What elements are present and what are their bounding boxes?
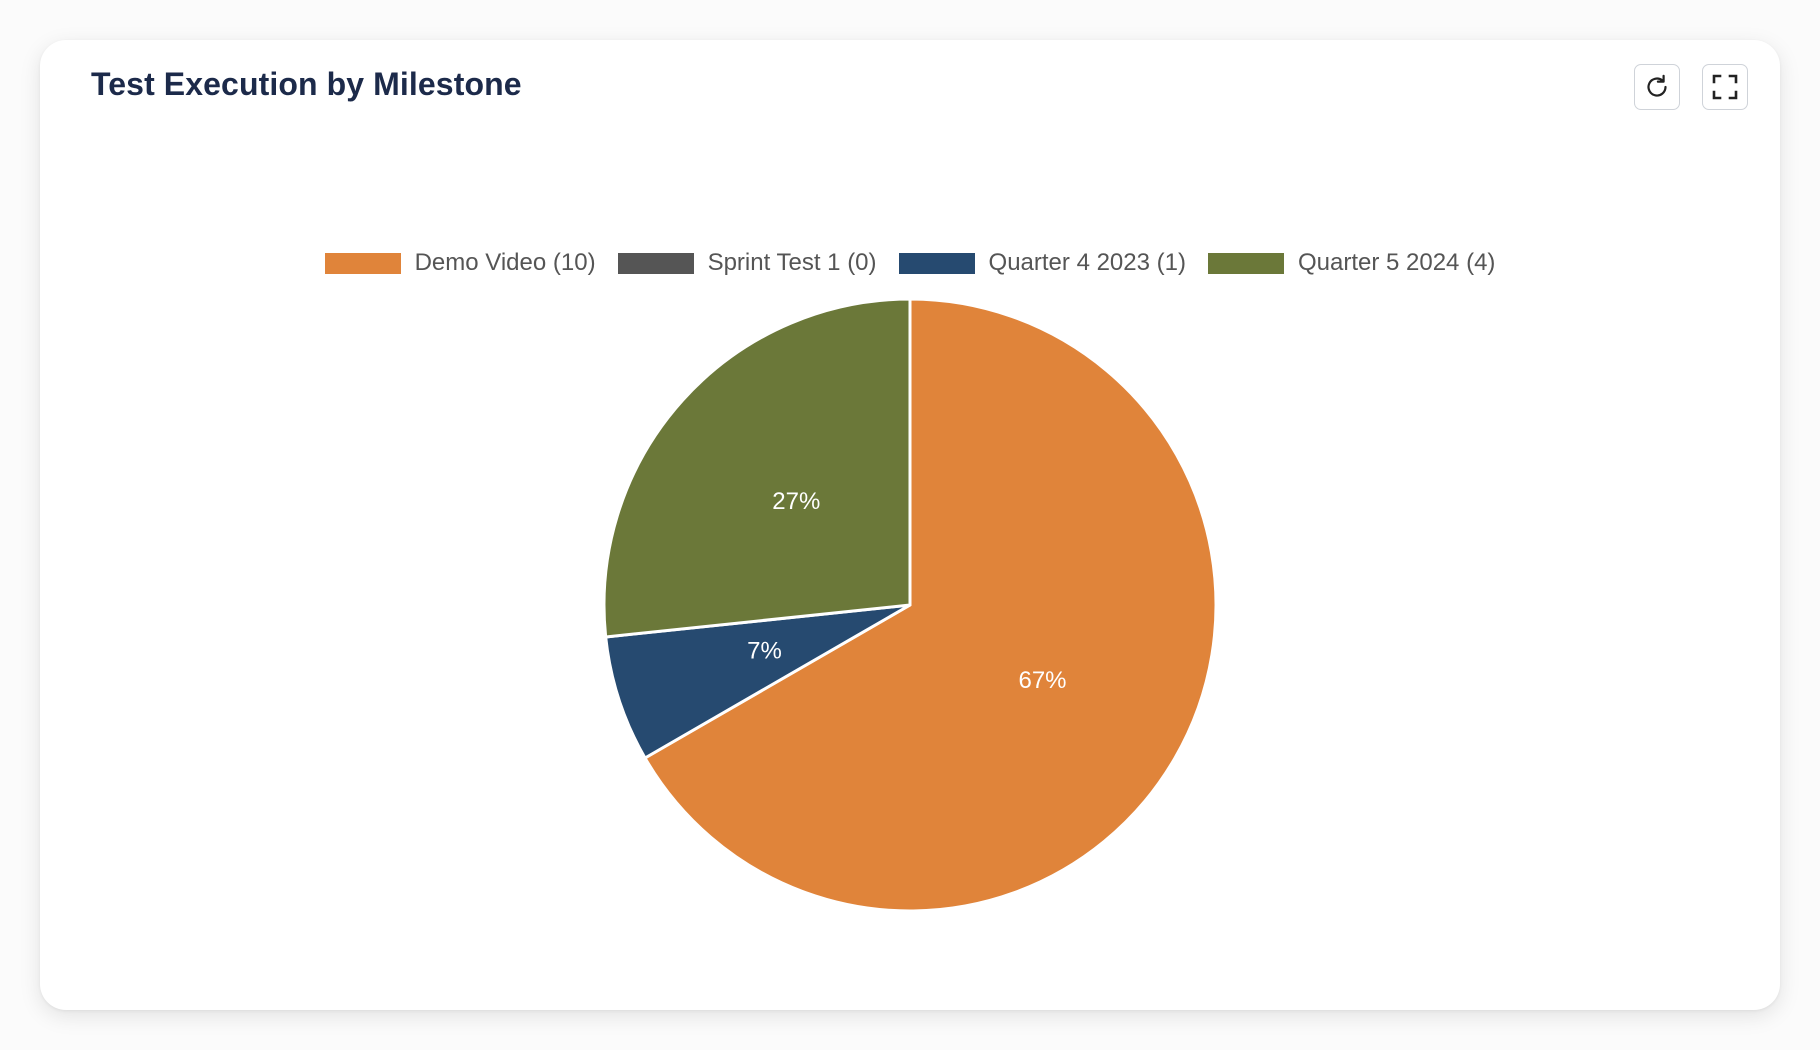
fullscreen-button[interactable] [1702, 64, 1748, 110]
chart-card: Test Execution by Milestone Demo Video (… [40, 40, 1780, 1010]
chart-legend: Demo Video (10) Sprint Test 1 (0) Quarter … [40, 249, 1780, 277]
pie-slice[interactable] [604, 603, 912, 760]
legend-swatch [617, 252, 694, 274]
expand-icon [1712, 74, 1738, 100]
slice-percent-label: 67% [1018, 667, 1066, 694]
card-title: Test Execution by Milestone [91, 66, 522, 102]
pie-slice[interactable] [643, 297, 1218, 913]
legend-label: Demo Video (10) [414, 249, 596, 276]
legend-item[interactable]: Quarter 4 2023 (1) [898, 249, 1186, 277]
legend-label: Quarter 4 2023 (1) [988, 249, 1186, 276]
legend-swatch [324, 252, 401, 274]
legend-item[interactable]: Sprint Test 1 (0) [617, 249, 877, 277]
legend-label: Quarter 5 2024 (4) [1297, 249, 1496, 276]
legend-swatch [1207, 252, 1284, 274]
pie-chart: 67% 7% 27% [602, 297, 1218, 913]
slice-percent-label: 27% [772, 488, 820, 515]
refresh-icon [1647, 74, 1667, 97]
pie-slice[interactable] [602, 297, 912, 639]
slice-percent-label: 7% [747, 638, 782, 665]
refresh-button[interactable] [1634, 64, 1680, 110]
legend-item[interactable]: Quarter 5 2024 (4) [1207, 249, 1496, 277]
legend-item[interactable]: Demo Video (10) [324, 249, 596, 277]
legend-label: Sprint Test 1 (0) [707, 249, 877, 276]
legend-swatch [898, 252, 975, 274]
